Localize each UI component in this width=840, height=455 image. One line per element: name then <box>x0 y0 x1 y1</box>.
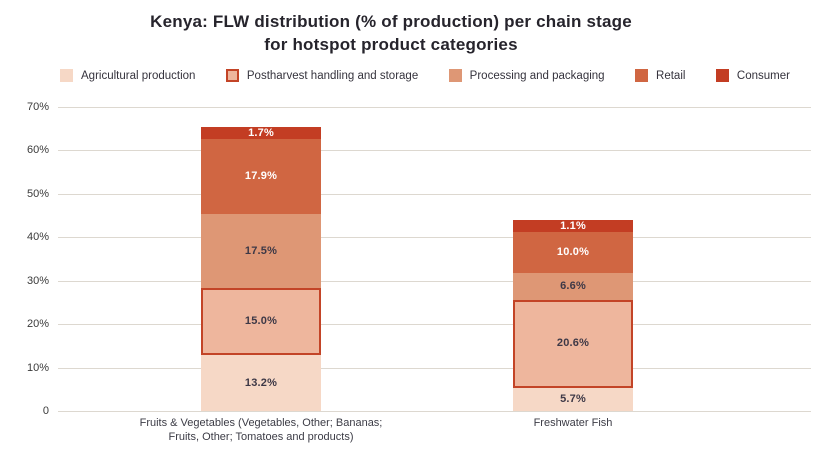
gridline-60 <box>58 150 811 152</box>
legend-label: Retail <box>656 69 686 82</box>
gridline-10 <box>58 367 811 369</box>
x-axis-label-0: Fruits & Vegetables (Vegetables, Other; … <box>81 417 441 444</box>
bar-category-0: 13.2% 15.0% 17.5% 17.9% 1.7% <box>201 127 321 411</box>
legend-item-1[interactable]: Postharvest handling and storage <box>225 69 419 82</box>
y-tick-label-30: 30% <box>26 274 49 287</box>
legend: Agricultural production Postharvest handl… <box>60 69 790 82</box>
bar-segment-0-4[interactable]: 1.7% <box>201 126 321 140</box>
bar-segment-1-3[interactable]: 10.0% <box>513 232 633 273</box>
chart-title: Kenya: FLW distribution (% of production… <box>0 10 782 56</box>
chart-title-line1: Kenya: FLW distribution (% of production… <box>150 12 632 31</box>
segment-value-label: 17.9% <box>244 170 278 183</box>
segment-value-label: 15.0% <box>244 315 278 328</box>
y-tick-label-40: 40% <box>26 231 49 244</box>
y-tick-label-70: 70% <box>26 101 49 113</box>
legend-item-4[interactable]: Consumer <box>715 69 790 82</box>
gridline-70 <box>58 107 811 108</box>
legend-label: Agricultural production <box>81 69 196 82</box>
segment-value-label: 10.0% <box>556 245 590 258</box>
legend-item-2[interactable]: Processing and packaging <box>448 69 605 82</box>
y-tick-label-50: 50% <box>26 187 49 200</box>
segment-value-label: 6.6% <box>560 279 586 292</box>
y-tick-label-20: 20% <box>26 318 49 331</box>
gridline-50 <box>58 193 811 195</box>
bar-segment-0-1[interactable]: 15.0% <box>201 288 321 356</box>
gridline-0 <box>58 411 811 412</box>
legend-label: Consumer <box>736 69 790 82</box>
bar-category-1: 5.7% 20.6% 6.6% 10.0% 1.1% <box>513 220 633 411</box>
chart-title-line2: for hotspot product categories <box>264 35 518 54</box>
segment-value-label: 17.5% <box>244 244 278 257</box>
legend-item-3[interactable]: Retail <box>635 69 685 82</box>
plot-area: 13.2% 15.0% 17.5% 17.9% 1.7% 5.7% 20.6% 6.6% 10.… <box>58 107 811 412</box>
legend-label: Processing and packaging <box>469 69 605 82</box>
x-axis-label-1: Freshwater Fish <box>463 417 683 431</box>
y-tick-label-0: 0 <box>42 405 49 417</box>
bar-segment-1-4[interactable]: 1.1% <box>513 220 633 232</box>
legend-item-0[interactable]: Agricultural production <box>60 69 195 82</box>
segment-value-label: 1.7% <box>248 126 274 139</box>
segment-value-label: 5.7% <box>560 392 586 405</box>
x-axis-label-line: Fruits & Vegetables (Vegetables, Other; … <box>139 417 383 429</box>
gridline-40 <box>58 237 811 239</box>
legend-swatch-icon <box>635 69 649 82</box>
y-tick-label-60: 60% <box>26 144 49 157</box>
x-axis-label-line: Freshwater Fish <box>533 417 613 429</box>
bar-segment-1-0[interactable]: 5.7% <box>513 387 633 411</box>
bar-segment-1-2[interactable]: 6.6% <box>513 272 633 300</box>
segment-value-label: 1.1% <box>560 219 586 232</box>
gridline-30 <box>58 280 811 282</box>
bar-segment-0-3[interactable]: 17.9% <box>201 139 321 215</box>
legend-label: Postharvest handling and storage <box>246 69 419 82</box>
legend-swatch-icon <box>225 69 239 82</box>
legend-swatch-icon <box>60 69 73 82</box>
legend-swatch-icon <box>715 69 729 82</box>
segment-value-label: 13.2% <box>244 376 278 389</box>
gridline-20 <box>58 324 811 326</box>
y-axis: 70% 60% 50% 40% 30% 20% 10% 0 <box>0 0 49 455</box>
bar-segment-1-1[interactable]: 20.6% <box>513 299 633 388</box>
legend-swatch-icon <box>448 69 462 82</box>
bar-segment-0-0[interactable]: 13.2% <box>201 355 321 411</box>
x-axis-label-line: Fruits, Other; Tomatoes and products) <box>168 430 354 443</box>
bar-segment-0-2[interactable]: 17.5% <box>201 214 321 289</box>
segment-value-label: 20.6% <box>556 337 590 350</box>
y-tick-label-10: 10% <box>26 361 49 374</box>
